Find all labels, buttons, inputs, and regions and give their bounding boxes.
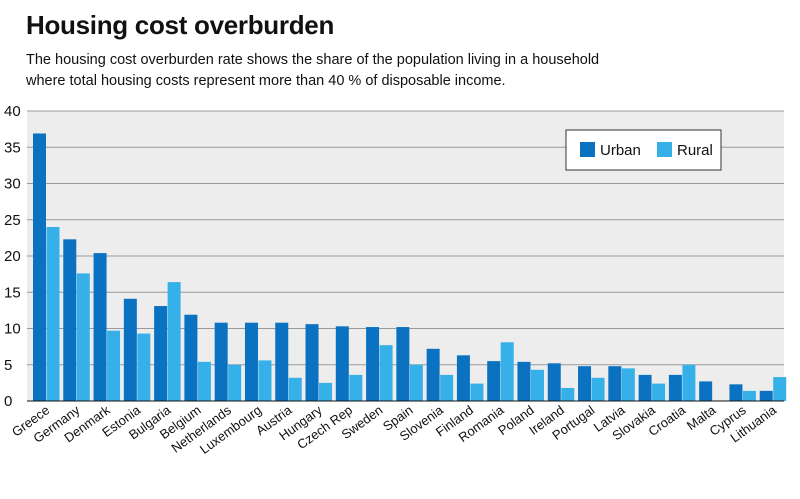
bar-urban	[699, 381, 713, 401]
bar-rural	[288, 377, 302, 401]
bar-rural	[561, 387, 575, 401]
bar-urban	[608, 366, 622, 401]
bar-urban	[759, 390, 773, 401]
bar-urban	[184, 314, 198, 401]
bar-rural	[76, 273, 90, 401]
y-tick-label: 5	[4, 357, 12, 374]
bar-rural	[46, 227, 60, 401]
bar-rural	[591, 377, 605, 401]
bar-urban	[668, 374, 682, 401]
bar-rural	[742, 390, 756, 401]
bar-urban	[396, 327, 410, 401]
bar-urban	[214, 322, 228, 401]
bar-urban	[366, 327, 380, 401]
bar-rural	[682, 364, 696, 401]
y-tick-label: 15	[4, 284, 21, 301]
y-tick-label: 25	[4, 212, 21, 229]
bar-rural	[500, 342, 514, 401]
bar-rural	[349, 374, 363, 401]
bar-urban	[578, 366, 592, 401]
chart-subtitle-line-1: The housing cost overburden rate shows t…	[26, 52, 600, 68]
bar-rural	[319, 382, 333, 401]
bar-urban	[335, 326, 349, 401]
bar-rural	[652, 383, 666, 401]
bar-rural	[379, 345, 393, 401]
bar-urban	[93, 253, 107, 401]
y-tick-label: 35	[4, 139, 21, 156]
bar-rural	[440, 374, 454, 401]
bar-urban	[275, 322, 289, 401]
chart-subtitle-line-2: where total housing costs represent more…	[26, 73, 506, 89]
bar-urban	[729, 384, 743, 401]
bar-urban	[487, 361, 501, 401]
bar-urban	[547, 363, 561, 401]
legend-label-rural: Rural	[677, 142, 713, 159]
bar-rural	[621, 368, 635, 401]
y-tick-label: 30	[4, 176, 21, 193]
bar-urban	[123, 298, 137, 401]
bar-urban	[63, 239, 77, 401]
bar-rural	[773, 377, 787, 401]
bar-rural	[530, 369, 544, 401]
bar-urban	[638, 374, 652, 401]
y-tick-label: 10	[4, 321, 21, 338]
bar-urban	[305, 324, 319, 401]
bar-rural	[107, 330, 121, 401]
y-tick-label: 40	[4, 103, 21, 120]
bar-urban	[456, 355, 470, 401]
y-tick-label: 0	[4, 393, 12, 410]
bar-rural	[409, 364, 423, 401]
bar-rural	[197, 361, 211, 401]
bar-rural	[228, 364, 242, 401]
bar-urban	[244, 322, 258, 401]
bar-rural	[137, 333, 151, 401]
legend-swatch-urban	[580, 142, 595, 157]
bar-rural	[167, 282, 181, 401]
bar-urban	[33, 133, 46, 401]
bar-rural	[258, 360, 272, 401]
bar-rural	[470, 383, 484, 401]
bar-urban	[154, 306, 168, 401]
legend-swatch-rural	[657, 142, 672, 157]
bar-urban	[426, 348, 440, 401]
legend-label-urban: Urban	[600, 142, 641, 159]
y-tick-label: 20	[4, 248, 21, 265]
bar-urban	[517, 361, 531, 401]
chart-title: Housing cost overburden	[26, 10, 335, 40]
